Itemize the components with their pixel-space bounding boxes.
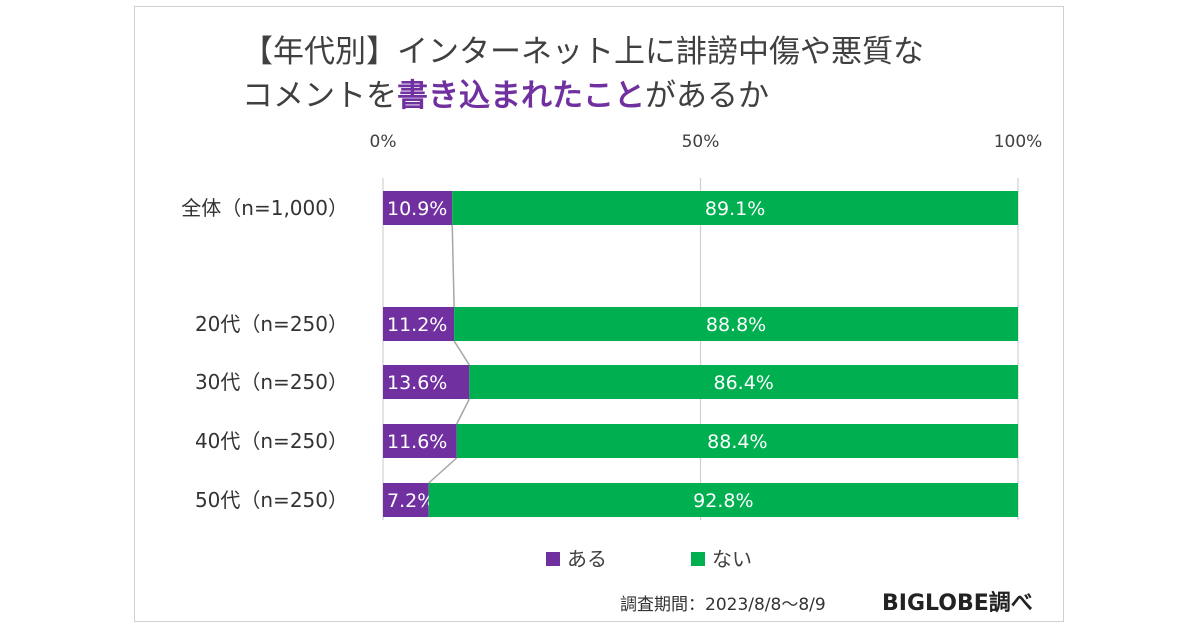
x-tick-labels: 0% 50% 100% (370, 132, 1043, 152)
bar-no-0 (452, 191, 1019, 225)
bar-no-2 (469, 365, 1018, 399)
data-label-yes-4: 7.2% (387, 490, 435, 512)
chart-title: 【年代別】インターネット上に誹謗中傷や悪質な コメントを書き込まれたことがあるか (242, 30, 1002, 118)
title-line-2-post: があるか (645, 78, 769, 114)
legend-label-0: ある (567, 547, 607, 571)
legend-swatch-0 (546, 552, 560, 566)
bar-no-1 (454, 307, 1018, 341)
legend-swatch-1 (691, 552, 705, 566)
title-line-1: 【年代別】インターネット上に誹謗中傷や悪質な (242, 34, 924, 70)
bar-yes-3 (383, 424, 457, 458)
category-labels: 全体（n=1,000） 20代（n=250） 30代（n=250） 40代（n=250… (181, 196, 348, 512)
data-label-yes-3: 11.6% (387, 431, 447, 453)
data-label-no-1: 88.8% (706, 314, 766, 336)
bar-yes-2 (383, 365, 470, 399)
x-tick-label-1: 50% (682, 132, 720, 152)
legend: ある ない (546, 547, 752, 571)
title-line-2: コメントを書き込まれたことがあるか (242, 74, 1002, 118)
brand-credit: BIGLOBE調べ (882, 591, 1033, 616)
gridlines (382, 178, 1019, 520)
data-label-yes-2: 13.6% (387, 372, 447, 394)
connector-lines (428, 224, 471, 484)
survey-period: 調査期間：2023/8/8～8/9 (620, 595, 826, 615)
bar-no-4 (428, 483, 1019, 517)
connector-line-3 (428, 457, 458, 484)
data-label-no-2: 86.4% (714, 372, 774, 394)
title-highlight: 書き込まれたこと (397, 78, 645, 114)
x-tick-label-2: 100% (994, 132, 1043, 152)
category-label-3: 40代（n=250） (195, 429, 348, 453)
category-label-1: 20代（n=250） (195, 312, 348, 336)
connector-line-2 (455, 398, 471, 425)
legend-label-1: ない (712, 547, 752, 571)
connector-line-0 (451, 224, 455, 308)
connector-line-1 (453, 340, 470, 366)
data-label-no-0: 89.1% (705, 198, 765, 220)
bar-yes-4 (383, 483, 429, 517)
bar-no-3 (456, 424, 1018, 458)
bar-yes-1 (383, 307, 455, 341)
bar-yes-0 (383, 191, 453, 225)
category-label-0: 全体（n=1,000） (181, 196, 348, 220)
data-label-yes-0: 10.9% (387, 198, 447, 220)
x-tick-label-0: 0% (370, 132, 397, 152)
data-label-yes-1: 11.2% (387, 314, 447, 336)
title-line-2-pre: コメントを (242, 78, 397, 114)
category-label-2: 30代（n=250） (195, 370, 348, 394)
data-label-no-4: 92.8% (693, 490, 753, 512)
data-label-no-3: 88.4% (707, 431, 767, 453)
bars: 10.9% 89.1% 11.2% 88.8% 13.6% 86.4% 11.6% 88.4%… (383, 191, 1019, 517)
category-label-4: 50代（n=250） (195, 488, 348, 512)
